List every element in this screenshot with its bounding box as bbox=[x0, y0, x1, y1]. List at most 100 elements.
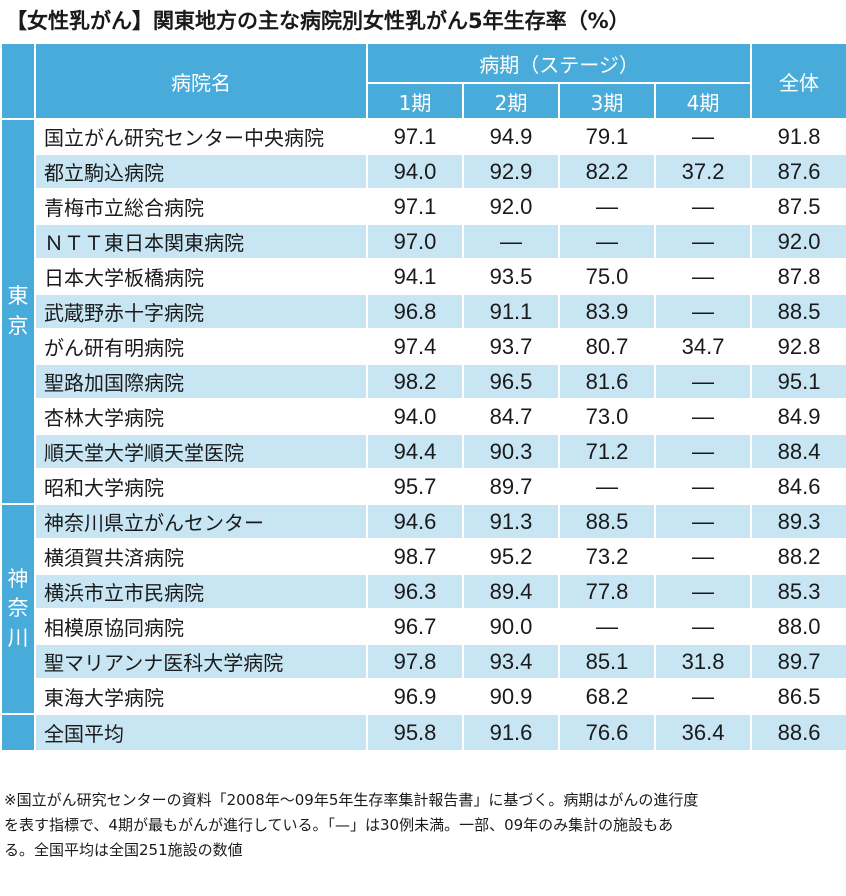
hospital-name: 青梅市立総合病院 bbox=[34, 188, 368, 225]
table-row: がん研有明病院 97.4 93.7 80.7 34.7 92.8 bbox=[1, 328, 846, 365]
hospital-name: 武蔵野赤十字病院 bbox=[34, 293, 368, 330]
stage-group-header: 病期（ステージ） bbox=[365, 42, 753, 84]
table-row: 聖路加国際病院 98.2 96.5 81.6—95.1 bbox=[1, 363, 846, 400]
stage-value: 94.0 bbox=[366, 398, 464, 435]
stage-value: 96.3 bbox=[366, 573, 464, 610]
stage-value: 94.9 bbox=[462, 118, 560, 155]
total-value: 89.3 bbox=[750, 503, 846, 540]
survival-rate-table: 病院名 病期（ステージ） 全体 1期 2期 3期 4期 東 京国立がん研究センタ… bbox=[0, 42, 846, 752]
table-row: 昭和大学病院 95.7 89.7— —84.6 bbox=[1, 468, 846, 505]
stage-value: 95.7 bbox=[366, 468, 464, 505]
hospital-name: 横浜市立市民病院 bbox=[34, 573, 368, 610]
stage-value: 90.3 bbox=[462, 433, 560, 470]
footnote-line: ※国立がん研究センターの資料「2008年〜09年5年生存率集計報告書」に基づく。… bbox=[4, 791, 699, 809]
stage-value: 82.2 bbox=[558, 153, 656, 190]
total-value: 88.4 bbox=[750, 433, 846, 470]
stage-value: — bbox=[653, 503, 753, 540]
stage-value: 94.6 bbox=[366, 503, 464, 540]
stage-value: 90.9 bbox=[462, 678, 560, 715]
hospital-name: 国立がん研究センター中央病院 bbox=[34, 118, 368, 155]
hospital-name: がん研有明病院 bbox=[34, 328, 368, 365]
total-value: 92.0 bbox=[750, 223, 846, 260]
stage-value: — bbox=[558, 223, 656, 260]
stage-value: 75.0 bbox=[558, 258, 656, 295]
total-value: 87.6 bbox=[750, 153, 846, 190]
hospital-name: 都立駒込病院 bbox=[34, 153, 368, 190]
footnote-line: を表す指標で、4期が最もがんが進行している。「—」は30例未満。一部、09年のみ… bbox=[4, 816, 674, 834]
stage-value: 96.5 bbox=[462, 363, 560, 400]
stage-value: 68.2 bbox=[558, 678, 656, 715]
national-average-row: 全国平均 95.8 91.6 76.6 36.4 88.6 bbox=[0, 713, 846, 752]
total-value: 85.3 bbox=[750, 573, 846, 610]
table-row: 武蔵野赤十字病院 96.8 91.1 83.9—88.5 bbox=[1, 293, 846, 330]
stage-4-header: 4期 bbox=[653, 82, 753, 120]
total-value: 88.0 bbox=[750, 608, 846, 645]
hospital-name: 聖路加国際病院 bbox=[34, 363, 368, 400]
stage-value: — bbox=[558, 468, 656, 505]
stage-value: — bbox=[558, 188, 656, 225]
table-row: 神 奈 川神奈川県立がんセンター 94.6 91.3 88.5—89.3 bbox=[0, 503, 846, 715]
hospital-name: 順天堂大学順天堂医院 bbox=[34, 433, 368, 470]
stage-value: 76.6 bbox=[558, 713, 656, 752]
total-header: 全体 bbox=[750, 42, 846, 120]
stage-value: 94.1 bbox=[366, 258, 464, 295]
hospital-name: 日本大学板橋病院 bbox=[34, 258, 368, 295]
stage-value: 91.6 bbox=[462, 713, 560, 752]
stage-value: 91.3 bbox=[462, 503, 560, 540]
stage-value: — bbox=[653, 538, 753, 575]
hospital-name: ＮＴＴ東日本関東病院 bbox=[34, 223, 368, 260]
corner-cell bbox=[0, 42, 36, 120]
stage-value: 95.2 bbox=[462, 538, 560, 575]
total-value: 87.5 bbox=[750, 188, 846, 225]
table-row: 順天堂大学順天堂医院 94.4 90.3 71.2—88.4 bbox=[1, 433, 846, 470]
stage-value: 80.7 bbox=[558, 328, 656, 365]
total-value: 92.8 bbox=[750, 328, 846, 365]
stage-value: 91.1 bbox=[462, 293, 560, 330]
region-blank bbox=[0, 713, 36, 752]
stage-value: — bbox=[653, 363, 753, 400]
stage-1-header: 1期 bbox=[366, 82, 464, 120]
stage-value: 96.8 bbox=[366, 293, 464, 330]
table-row: 横浜市立市民病院 96.3 89.4 77.8—85.3 bbox=[1, 573, 846, 610]
stage-value: 97.4 bbox=[366, 328, 464, 365]
table-row: 東海大学病院 96.9 90.9 68.2—86.5 bbox=[1, 678, 846, 715]
stage-value: 83.9 bbox=[558, 293, 656, 330]
stage-value: 85.1 bbox=[558, 643, 656, 680]
table-row: 横須賀共済病院 98.7 95.2 73.2—88.2 bbox=[1, 538, 846, 575]
stage-value: 90.0 bbox=[462, 608, 560, 645]
stage-value: 88.5 bbox=[558, 503, 656, 540]
stage-value: — bbox=[653, 398, 753, 435]
stage-value: — bbox=[558, 608, 656, 645]
stage-value: 36.4 bbox=[653, 713, 753, 752]
stage-value: — bbox=[653, 468, 753, 505]
page-title: 【女性乳がん】関東地方の主な病院別女性乳がん5年生存率（%） bbox=[6, 9, 630, 33]
total-value: 88.2 bbox=[750, 538, 846, 575]
region-label: 東 京 bbox=[0, 118, 36, 505]
stage-value: 31.8 bbox=[653, 643, 753, 680]
stage-value: 97.1 bbox=[366, 118, 464, 155]
stage-value: 89.7 bbox=[462, 468, 560, 505]
stage-value: 73.2 bbox=[558, 538, 656, 575]
stage-value: 73.0 bbox=[558, 398, 656, 435]
table-row: 杏林大学病院 94.0 84.7 73.0—84.9 bbox=[1, 398, 846, 435]
stage-value: 98.2 bbox=[366, 363, 464, 400]
stage-value: 97.1 bbox=[366, 188, 464, 225]
total-value: 89.7 bbox=[750, 643, 846, 680]
national-average-label: 全国平均 bbox=[34, 713, 368, 752]
table-row: 東 京国立がん研究センター中央病院 97.1 94.9 79.1—91.8 bbox=[0, 118, 846, 505]
total-value: 86.5 bbox=[750, 678, 846, 715]
stage-value: 89.4 bbox=[462, 573, 560, 610]
total-value: 87.8 bbox=[750, 258, 846, 295]
stage-value: — bbox=[653, 433, 753, 470]
stage-value: 97.8 bbox=[366, 643, 464, 680]
table-row: 相模原協同病院 96.7 90.0— —88.0 bbox=[1, 608, 846, 645]
stage-value: 93.7 bbox=[462, 328, 560, 365]
total-value: 84.6 bbox=[750, 468, 846, 505]
stage-value: — bbox=[462, 223, 560, 260]
total-value: 88.6 bbox=[750, 713, 846, 752]
table-row: 聖マリアンナ医科大学病院 97.8 93.4 85.1 31.8 89.7 bbox=[1, 643, 846, 680]
stage-2-header: 2期 bbox=[462, 82, 560, 120]
stage-value: — bbox=[653, 118, 753, 155]
stage-value: — bbox=[653, 293, 753, 330]
table-row: 青梅市立総合病院 97.1 92.0— —87.5 bbox=[1, 188, 846, 225]
